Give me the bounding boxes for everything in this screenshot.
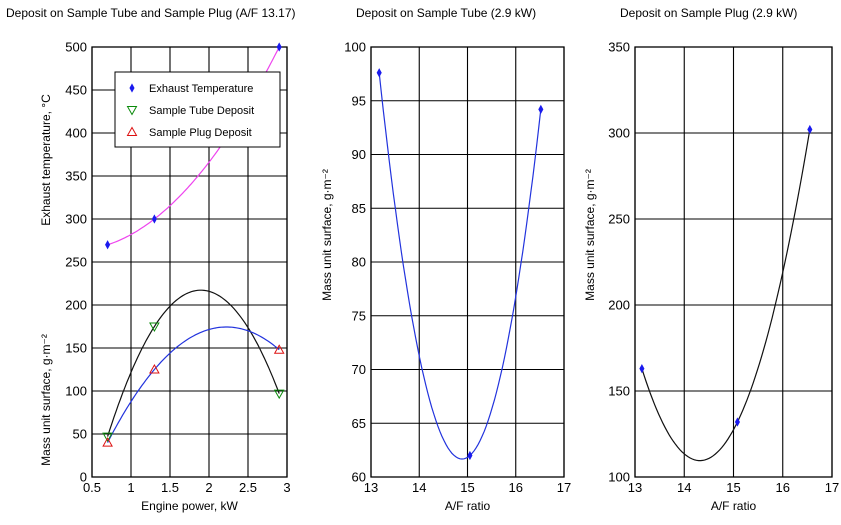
x-axis-label: A/F ratio bbox=[711, 499, 757, 513]
y-tick-label: 250 bbox=[608, 212, 630, 227]
legend-marker bbox=[126, 126, 138, 136]
y-tick-label: 100 bbox=[608, 470, 630, 485]
y-tick-label: 300 bbox=[608, 126, 630, 141]
x-tick-label: 17 bbox=[557, 480, 571, 495]
y-tick-label: 65 bbox=[352, 416, 366, 431]
x-axis-label: Engine power, kW bbox=[141, 499, 238, 513]
x-tick-label: 1 bbox=[127, 480, 134, 495]
y-tick-label: 90 bbox=[352, 147, 366, 162]
legend-label: Sample Tube Deposit bbox=[149, 105, 254, 117]
chart-power: 0.5 1 1.5 2 2.5 3 0 50 100 150 200 250 300 350 400 450 5… bbox=[39, 40, 291, 514]
y-tick-label: 250 bbox=[65, 255, 87, 270]
series-line bbox=[641, 129, 811, 462]
chart-1-title: Deposit on Sample Tube and Sample Plug (… bbox=[6, 6, 296, 20]
legend-box bbox=[114, 71, 281, 148]
y-tick-label: 50 bbox=[73, 427, 87, 442]
x-tick-label: 14 bbox=[677, 480, 691, 495]
data-point bbox=[105, 240, 111, 250]
chart-2-title: Deposit on Sample Tube (2.9 kW) bbox=[356, 6, 537, 20]
y-tick-label: 150 bbox=[608, 384, 630, 399]
data-point bbox=[734, 417, 740, 427]
legend-label: Exhaust Temperature bbox=[149, 83, 253, 95]
x-tick-label: 0.5 bbox=[83, 480, 101, 495]
data-point bbox=[151, 214, 157, 224]
y-tick-label: 350 bbox=[65, 169, 87, 184]
y-tick-label: 95 bbox=[352, 93, 366, 108]
x-tick-label: 14 bbox=[412, 480, 426, 495]
data-point bbox=[149, 322, 160, 333]
y-axis-label: Mass unit surface, g·m⁻² bbox=[320, 169, 334, 301]
x-tick-label: 13 bbox=[364, 480, 378, 495]
x-tick-label: 2.5 bbox=[239, 480, 257, 495]
x-tick-label: 15 bbox=[726, 480, 740, 495]
x-tick-label: 17 bbox=[825, 480, 839, 495]
x-tick-label: 3 bbox=[283, 480, 290, 495]
chart-plug-af: 13 14 15 16 17 100 150 200 250 300 350 A/F ratio Mas… bbox=[583, 40, 839, 514]
data-point bbox=[807, 124, 813, 135]
plot-frame bbox=[370, 46, 565, 478]
y-tick-label: 0 bbox=[80, 470, 87, 485]
x-tick-label: 15 bbox=[460, 480, 474, 495]
data-point bbox=[102, 432, 113, 443]
x-tick-label: 16 bbox=[776, 480, 790, 495]
y-tick-label: 150 bbox=[65, 341, 87, 356]
data-point bbox=[276, 42, 282, 52]
data-point bbox=[273, 344, 285, 354]
y-tick-label: 500 bbox=[65, 40, 87, 55]
data-point bbox=[102, 437, 113, 447]
series-line-2 bbox=[107, 289, 280, 437]
plot-frame bbox=[91, 46, 288, 478]
y-tick-label: 300 bbox=[65, 212, 87, 227]
data-point bbox=[639, 364, 645, 374]
y-tick-label: 80 bbox=[352, 255, 366, 270]
y-tick-label: 85 bbox=[352, 201, 366, 216]
y-tick-label: 100 bbox=[344, 40, 366, 55]
x-tick-label: 13 bbox=[628, 480, 642, 495]
y-tick-label: 450 bbox=[65, 83, 87, 98]
y-axis-label-lower: Mass unit surface, g·m⁻² bbox=[39, 334, 53, 466]
x-axis-label: A/F ratio bbox=[445, 499, 491, 513]
legend: Exhaust Temperature Sample Tube Deposit Sa… bbox=[114, 71, 281, 148]
y-axis-label: Mass unit surface, g·m⁻² bbox=[583, 169, 597, 301]
chart-3-title: Deposit on Sample Plug (2.9 kW) bbox=[620, 6, 798, 20]
legend-label: Sample Plug Deposit bbox=[149, 127, 252, 139]
y-tick-label: 60 bbox=[352, 470, 366, 485]
x-tick-label: 1.5 bbox=[161, 480, 179, 495]
plot-frame bbox=[634, 46, 833, 478]
y-tick-label: 70 bbox=[352, 362, 366, 377]
series-line bbox=[378, 72, 542, 460]
series-line-3 bbox=[107, 326, 280, 443]
y-tick-label: 350 bbox=[608, 40, 630, 55]
y-tick-label: 75 bbox=[352, 308, 366, 323]
data-point bbox=[376, 68, 382, 78]
legend-marker bbox=[126, 106, 138, 116]
data-point bbox=[467, 450, 473, 461]
data-point bbox=[538, 104, 544, 114]
x-tick-label: 2 bbox=[205, 480, 212, 495]
data-point bbox=[149, 363, 160, 374]
data-point bbox=[273, 389, 285, 400]
legend-marker bbox=[129, 83, 135, 93]
y-tick-label: 200 bbox=[608, 298, 630, 313]
y-tick-label: 100 bbox=[65, 384, 87, 399]
y-tick-label: 400 bbox=[65, 126, 87, 141]
y-tick-label: 200 bbox=[65, 298, 87, 313]
y-axis-label-upper: Exhaust temperature, °C bbox=[39, 94, 53, 226]
x-tick-label: 16 bbox=[509, 480, 523, 495]
chart-tube-af: 13 14 15 16 17 60 65 70 75 80 85 90 95 100 A/F ratio Ma… bbox=[320, 40, 571, 514]
